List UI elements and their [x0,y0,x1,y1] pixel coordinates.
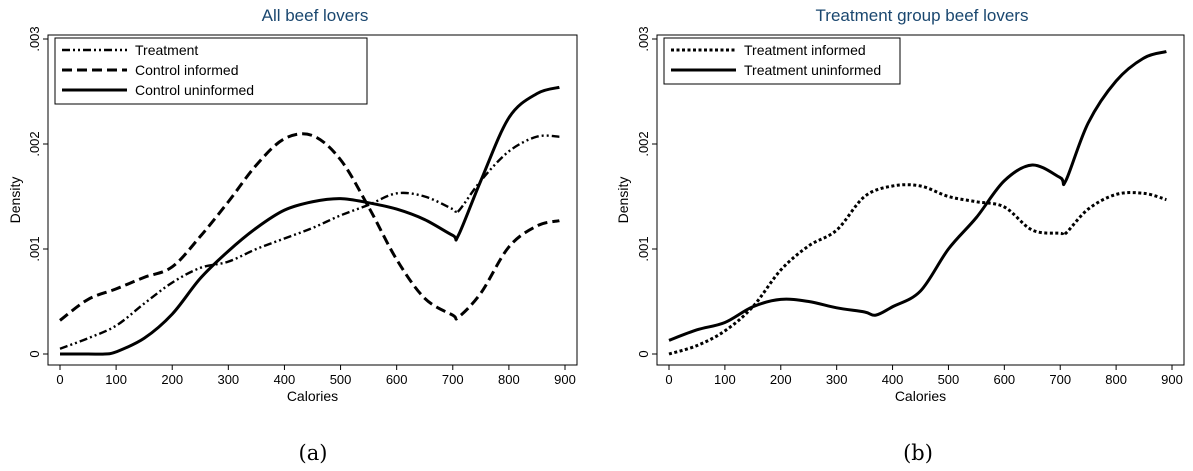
legend-label: Control uninformed [135,82,254,98]
panel-caption: (b) [903,441,933,465]
legend-label: Control informed [135,62,239,78]
x-tick-label: 600 [993,372,1015,387]
x-tick-label: 500 [938,372,960,387]
series-line-0 [668,183,1167,356]
y-tick-label: .003 [27,26,42,51]
chart-title: Treatment group beef lovers [816,6,1029,25]
plot-frame [656,34,1185,366]
x-tick-label: 0 [56,372,63,387]
x-tick-label: 800 [1105,372,1127,387]
x-tick-label: 100 [714,372,736,387]
x-tick-label: 300 [217,372,239,387]
x-tick-label: 900 [554,372,576,387]
series-line-0 [59,134,560,350]
x-tick-label: 700 [1049,372,1071,387]
x-tick-label: 400 [882,372,904,387]
y-tick-label: 0 [636,350,651,357]
x-tick-label: 200 [161,372,183,387]
x-tick-label: 100 [105,372,127,387]
panel-caption: (a) [299,441,328,465]
y-axis-title: Density [615,177,631,224]
x-tick-label: 400 [274,372,296,387]
chart-panel-0: All beef lovers 0 100 200 300 400 500 600 700 800… [7,6,578,465]
legend: Treatment informed Treatment uninformed [663,37,901,85]
y-tick-label: .001 [27,236,42,261]
chart-title: All beef lovers [262,6,369,25]
x-tick-label: 300 [826,372,848,387]
plot-frame [47,34,578,366]
x-tick-label: 200 [770,372,792,387]
chart-panel-1: Treatment group beef lovers 0 100 200 300 400… [615,6,1185,465]
legend: Treatment Control informed Control uninfor… [54,37,368,105]
legend-label: Treatment uninformed [744,62,881,78]
y-tick-label: .001 [636,236,651,261]
y-tick-label: 0 [27,350,42,357]
legend-box [663,37,901,85]
series-line-1 [668,50,1167,342]
x-axis-title: Calories [895,388,946,404]
x-tick-label: 500 [330,372,352,387]
y-tick-label: .002 [636,131,651,156]
series-line-1 [59,132,560,322]
x-tick-label: 0 [665,372,672,387]
legend-label: Treatment informed [744,42,866,58]
x-axis-title: Calories [287,388,338,404]
x-tick-label: 700 [442,372,464,387]
series-line-2 [59,85,560,356]
x-tick-label: 600 [386,372,408,387]
y-axis-title: Density [7,177,23,224]
x-tick-label: 800 [498,372,520,387]
y-tick-label: .002 [27,131,42,156]
y-tick-label: .003 [636,26,651,51]
legend-label: Treatment [135,42,198,58]
x-tick-label: 900 [1161,372,1183,387]
